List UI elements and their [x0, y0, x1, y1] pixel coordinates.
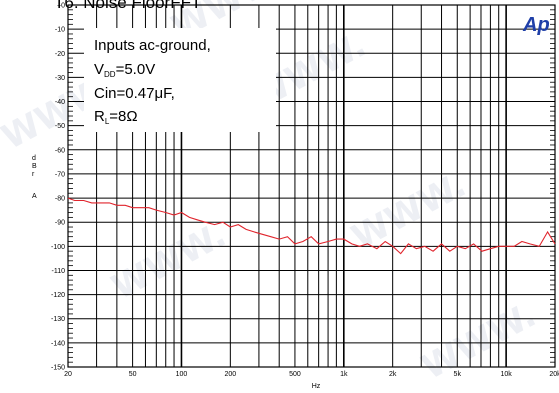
chart-title: T6. Noise FloorFFT — [54, 0, 201, 12]
x-tick-label: 100 — [176, 371, 188, 378]
ylabel-letter-3: r — [32, 171, 35, 178]
rl-subscript: L — [105, 117, 110, 126]
annotation-box — [84, 28, 276, 132]
y-tick-label: -20 — [55, 51, 65, 58]
y-tick-label: -90 — [55, 220, 65, 227]
y-tick-label: -80 — [55, 196, 65, 203]
y-tick-label: -40 — [55, 99, 65, 106]
y-tick-label: +0 — [57, 3, 65, 10]
plot-frame — [67, 4, 556, 368]
plot-grid — [67, 4, 556, 368]
noise-floor-trace — [67, 197, 556, 255]
ap-logo: Ap — [522, 14, 550, 36]
vdd-value: =5.0V — [116, 61, 156, 78]
rl-value: =8Ω — [109, 108, 137, 125]
x-tick-label: 2k — [389, 371, 397, 378]
vdd-subscript: DD — [104, 70, 116, 79]
x-tick-label: 10k — [500, 371, 512, 378]
annotation-line-cin: Cin=0.47μF, — [94, 85, 175, 102]
y-tick-labels: +0 -10 -20 -30 -40 -50 -60 -70 -80 -90 -100 -110 -12… — [51, 3, 65, 372]
y-tick-label: -140 — [51, 340, 65, 347]
x-tick-label: 200 — [224, 371, 236, 378]
x-tick-label: 50 — [129, 371, 137, 378]
annotation-line-vdd: VDD=5.0V — [94, 61, 155, 79]
y-tick-label: -50 — [55, 123, 65, 130]
ylabel-letter-2: B — [32, 163, 37, 170]
trace-layer — [67, 197, 556, 255]
x-tick-label: 5k — [454, 371, 462, 378]
y-tick-label: -30 — [55, 75, 65, 82]
y-tick-label: -120 — [51, 292, 65, 299]
y-tick-label: -60 — [55, 147, 65, 154]
ylabel-letter-1: d — [32, 155, 36, 162]
y-tick-label: -110 — [52, 268, 66, 275]
y-tick-label: -150 — [51, 365, 65, 372]
y-tick-label: -130 — [51, 316, 65, 323]
rl-symbol: R — [94, 108, 105, 125]
x-tick-label: 1k — [340, 371, 348, 378]
x-tick-labels: 20 50 100 200 500 1k 2k 5k 10k 20k — [64, 371, 559, 378]
x-axis-label: Hz — [312, 383, 321, 390]
annotation-line-1: Inputs ac-ground, — [94, 37, 211, 54]
watermark-text: WWW. — [415, 295, 542, 388]
watermark-text: WWW. — [105, 215, 232, 308]
ylabel-letter-4: A — [32, 193, 37, 200]
vdd-symbol: V — [94, 61, 104, 78]
x-tick-label: 20 — [64, 371, 72, 378]
y-tick-label: -10 — [55, 27, 65, 34]
x-tick-label: 500 — [289, 371, 301, 378]
y-tick-label: -70 — [55, 171, 65, 178]
y-tick-label: -100 — [51, 244, 65, 251]
x-tick-label: 20k — [549, 371, 559, 378]
annotation-line-rl: RL=8Ω — [94, 108, 138, 126]
